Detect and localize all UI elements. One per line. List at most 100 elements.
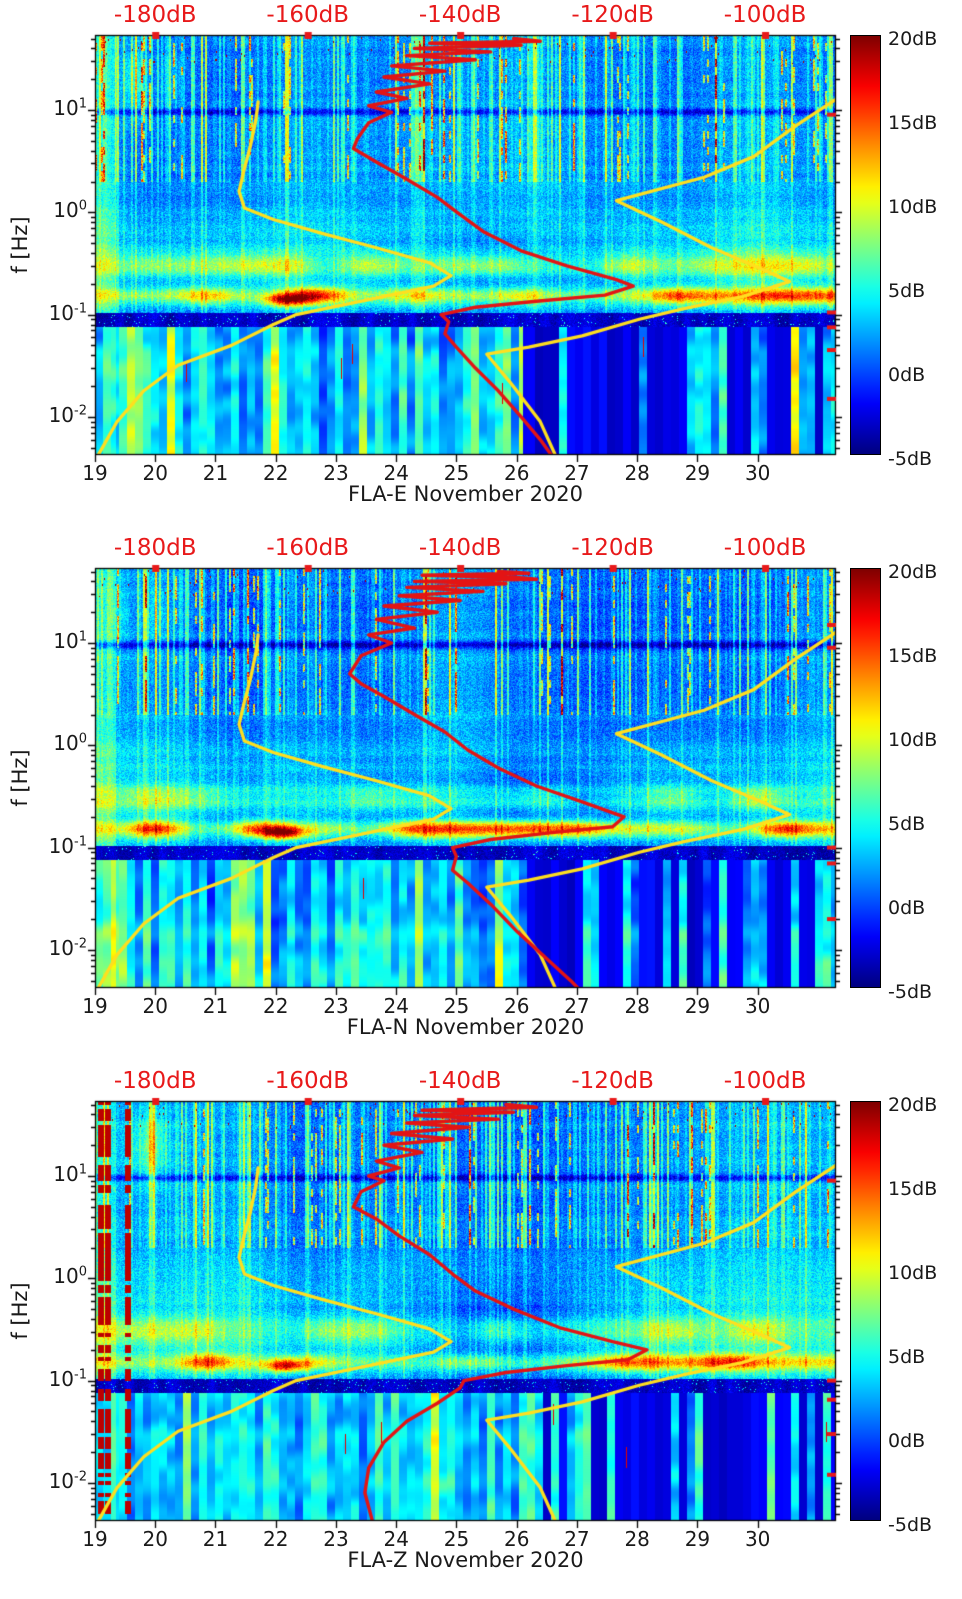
top-axis-db-label: -180dB — [113, 535, 197, 561]
spectrogram-canvas-fla-z — [0, 1066, 962, 1599]
y-tick-base: 10 — [53, 96, 79, 120]
y-tick-exponent: 0 — [78, 731, 87, 747]
spectrogram-panel-fla-e: FLA-E November 2020 -180dB -160dB -140dB -1… — [0, 0, 962, 533]
y-tick-exponent: 1 — [78, 629, 87, 645]
colorbar-tick-label: 15dB — [888, 112, 938, 134]
panel-title: FLA-Z November 2020 — [347, 1548, 584, 1572]
y-tick-exponent: 0 — [78, 1264, 87, 1280]
colorbar-tick-label: 20dB — [888, 561, 938, 583]
colorbar-tick-label: -5dB — [888, 1514, 933, 1536]
x-tick-label: 30 — [744, 994, 771, 1018]
spectrogram-canvas-fla-e — [0, 0, 962, 533]
x-tick-label: 20 — [142, 1527, 168, 1551]
x-tick-label: 28 — [624, 461, 650, 485]
y-tick-exponent: 1 — [78, 96, 87, 112]
x-tick-label: 20 — [142, 994, 168, 1018]
y-tick-label: 10-1 — [25, 1367, 87, 1391]
y-tick-label: 10-2 — [25, 936, 87, 960]
x-tick-label: 24 — [383, 1527, 409, 1551]
colorbar-tick-label: -5dB — [888, 981, 933, 1003]
spectrogram-panel-fla-n: FLA-N November 2020 -180dB -160dB -140dB -1… — [0, 533, 962, 1066]
colorbar-tick-label: 0dB — [888, 1430, 926, 1452]
y-axis-label: f [Hz] — [8, 1282, 32, 1340]
y-tick-exponent: 0 — [78, 198, 87, 214]
x-tick-label: 30 — [744, 1527, 771, 1551]
x-tick-label: 21 — [202, 461, 229, 485]
colorbar — [850, 35, 881, 455]
y-tick-exponent: -1 — [74, 300, 87, 316]
colorbar — [850, 568, 881, 988]
y-tick-label: 100 — [25, 1264, 87, 1288]
x-tick-label: 26 — [503, 1527, 530, 1551]
y-axis-label: f [Hz] — [8, 749, 32, 807]
top-axis-db-label: -100dB — [723, 2, 807, 28]
y-tick-label: 101 — [25, 96, 87, 120]
spectrogram-panel-fla-z: FLA-Z November 2020 -180dB -160dB -140dB -1… — [0, 1066, 962, 1599]
top-axis-db-label: -100dB — [723, 1068, 807, 1094]
top-axis-db-label: -120dB — [571, 535, 654, 561]
colorbar-tick-label: 0dB — [888, 897, 926, 919]
y-tick-base: 10 — [53, 1264, 79, 1289]
colorbar-tick-label: 15dB — [888, 1178, 938, 1200]
panel-title: FLA-N November 2020 — [346, 1015, 585, 1039]
colorbar-tick-label: 15dB — [888, 645, 938, 667]
colorbar-tick-label: 10dB — [888, 729, 938, 751]
x-tick-label: 23 — [323, 994, 349, 1018]
colorbar-tick-label: 20dB — [888, 1094, 938, 1116]
x-tick-label: 27 — [564, 1527, 590, 1551]
x-tick-label: 29 — [684, 1527, 711, 1551]
x-tick-label: 19 — [82, 461, 108, 485]
y-tick-label: 10-1 — [25, 301, 87, 325]
x-tick-label: 25 — [443, 1527, 470, 1551]
x-tick-label: 30 — [744, 461, 771, 485]
x-tick-label: 29 — [684, 461, 711, 485]
spectrogram-canvas-fla-n — [0, 533, 962, 1066]
top-axis-db-label: -140dB — [418, 1068, 502, 1094]
y-tick-base: 10 — [53, 198, 79, 223]
top-axis-db-label: -120dB — [571, 2, 654, 28]
top-axis-db-label: -120dB — [571, 1068, 654, 1094]
x-tick-label: 26 — [503, 994, 530, 1018]
x-tick-label: 22 — [262, 994, 289, 1018]
y-axis-label: f [Hz] — [8, 216, 32, 274]
y-tick-label: 10-2 — [25, 403, 87, 427]
y-tick-exponent: -2 — [74, 403, 87, 419]
top-axis-db-label: -100dB — [723, 535, 807, 561]
x-tick-label: 25 — [443, 461, 470, 485]
x-tick-label: 28 — [624, 994, 650, 1018]
x-tick-label: 22 — [262, 461, 289, 485]
x-tick-label: 22 — [262, 1527, 289, 1551]
y-tick-base: 10 — [53, 629, 79, 653]
y-tick-base: 10 — [48, 833, 75, 858]
top-axis-db-label: -160dB — [266, 535, 349, 561]
colorbar-tick-label: 5dB — [888, 813, 926, 835]
colorbar-tick-label: 10dB — [888, 1262, 938, 1284]
x-tick-label: 21 — [202, 1527, 229, 1551]
y-tick-exponent: -2 — [74, 936, 87, 952]
colorbar-tick-label: 20dB — [888, 28, 938, 50]
y-tick-base: 10 — [48, 300, 75, 325]
x-tick-label: 26 — [503, 461, 530, 485]
colorbar-tick-label: -5dB — [888, 448, 933, 470]
x-tick-label: 19 — [82, 1527, 108, 1551]
y-tick-label: 10-2 — [25, 1469, 87, 1493]
x-tick-label: 19 — [82, 994, 108, 1018]
y-tick-label: 101 — [25, 1162, 87, 1186]
x-tick-label: 21 — [202, 994, 229, 1018]
colorbar-tick-label: 0dB — [888, 364, 926, 386]
y-tick-base: 10 — [48, 402, 75, 427]
colorbar-tick-label: 5dB — [888, 1346, 926, 1368]
y-tick-exponent: -1 — [74, 833, 87, 849]
y-tick-base: 10 — [53, 731, 79, 756]
y-tick-label: 100 — [25, 198, 87, 222]
colorbar — [850, 1101, 881, 1521]
x-tick-label: 27 — [564, 994, 590, 1018]
top-axis-db-label: -180dB — [113, 2, 197, 28]
top-axis-db-label: -180dB — [113, 1068, 197, 1094]
y-tick-label: 101 — [25, 629, 87, 653]
y-tick-label: 100 — [25, 731, 87, 755]
top-axis-db-label: -140dB — [418, 535, 502, 561]
y-tick-exponent: -2 — [74, 1469, 87, 1485]
x-tick-label: 24 — [383, 994, 409, 1018]
y-tick-base: 10 — [48, 935, 75, 960]
